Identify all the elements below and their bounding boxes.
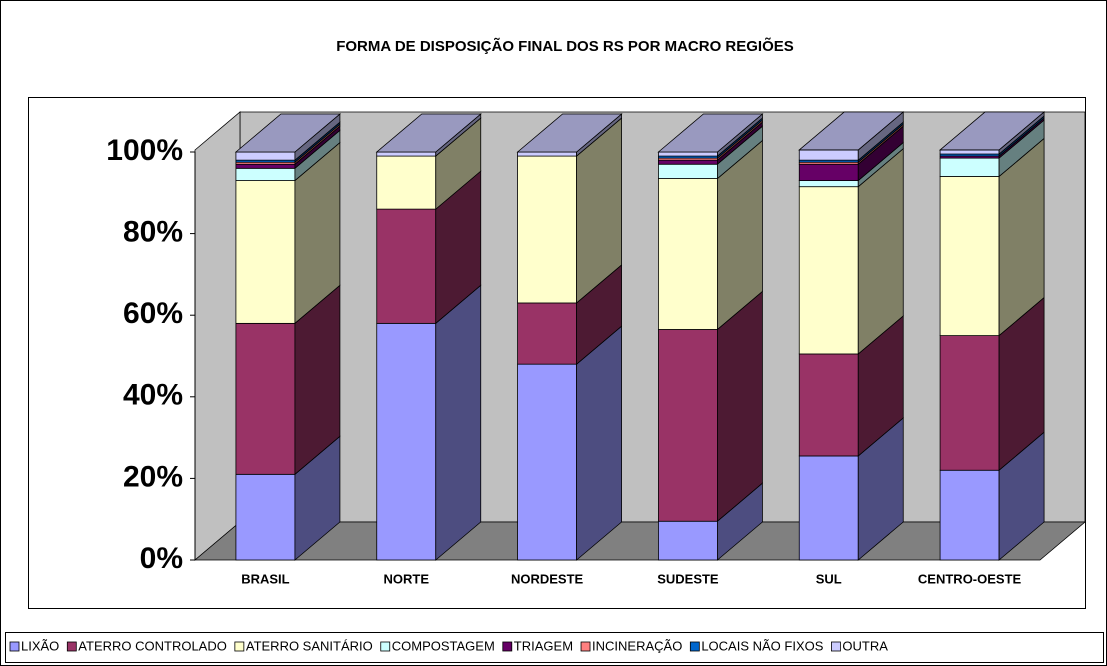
bar-segment xyxy=(798,163,859,181)
y-tick-label: 20% xyxy=(123,460,183,493)
bar-segment xyxy=(376,322,437,561)
bar-segment xyxy=(235,163,296,169)
bar-segment xyxy=(235,322,296,475)
y-tick-label: 80% xyxy=(123,216,183,249)
bar-top xyxy=(375,113,482,153)
x-tick-label: NORDESTE xyxy=(511,571,584,586)
bar-segment-side xyxy=(717,290,763,523)
bar-segment xyxy=(658,178,718,330)
legend-label: ATERRO SANITÁRIO xyxy=(246,638,373,653)
bar-segment xyxy=(517,151,577,157)
bar-top xyxy=(657,113,764,153)
bar-segment xyxy=(517,155,577,304)
bar-top xyxy=(234,113,342,153)
x-tick-label: BRASIL xyxy=(241,571,289,586)
legend-swatch xyxy=(831,641,841,652)
legend-swatch xyxy=(380,641,391,652)
bar-segment xyxy=(517,363,577,561)
legend-label: ATERRO CONTROLADO xyxy=(78,638,227,653)
y-tick-label: 0% xyxy=(140,542,183,575)
legend-swatch xyxy=(580,641,591,652)
bar-segment xyxy=(376,155,437,210)
bar-segment xyxy=(798,455,859,561)
bar-segment xyxy=(798,353,859,457)
bar-segment xyxy=(235,180,296,324)
bar-segment xyxy=(798,149,859,161)
side-wall xyxy=(194,111,241,561)
legend-swatch xyxy=(9,641,20,652)
bar-segment xyxy=(939,149,1000,155)
legend-label: TRIAGEM xyxy=(514,638,573,653)
x-tick-label: SUL xyxy=(816,571,842,586)
legend-label: LOCAIS NÃO FIXOS xyxy=(701,638,823,653)
y-tick-label: 60% xyxy=(123,297,183,330)
legend-label: LIXÃO xyxy=(21,638,59,653)
legend-swatch xyxy=(66,641,77,652)
bar-segment xyxy=(798,186,859,355)
bar-segment xyxy=(658,329,718,522)
bar-segment xyxy=(376,151,437,157)
bar-segment xyxy=(939,335,1000,471)
bar-segment-side xyxy=(576,325,622,561)
bar-segment xyxy=(658,159,718,165)
x-tick-label: SUDESTE xyxy=(657,571,719,586)
legend-label: OUTRA xyxy=(842,638,888,653)
bar-segment xyxy=(235,151,296,161)
legend-swatch xyxy=(502,641,513,652)
bar-segment xyxy=(517,302,577,365)
bar-segment xyxy=(658,163,718,179)
legend-swatch xyxy=(689,641,700,652)
bar-segment xyxy=(235,473,296,561)
x-tick-label: CENTRO-OESTE xyxy=(918,571,1022,586)
bar-segment xyxy=(939,157,1000,177)
legend-box xyxy=(5,632,1104,663)
bar-segment xyxy=(658,151,718,157)
bar-top xyxy=(798,111,905,151)
bar-segment xyxy=(376,208,437,324)
bar-segment-side xyxy=(435,284,482,561)
y-tick-label: 40% xyxy=(123,379,183,412)
bar-segment xyxy=(939,469,1000,561)
bar-top xyxy=(938,111,1046,151)
y-tick-label: 100% xyxy=(106,134,183,167)
legend-label: INCINERAÇÃO xyxy=(592,638,682,653)
bar-segment xyxy=(939,176,1000,336)
bar-top xyxy=(516,113,623,153)
chart-title: FORMA DE DISPOSIÇÃO FINAL DOS RS POR MAC… xyxy=(336,37,794,55)
legend-swatch xyxy=(234,641,245,652)
bar-segment xyxy=(235,167,296,181)
bar-segment xyxy=(798,180,859,188)
x-tick-label: NORTE xyxy=(384,571,430,586)
legend-label: COMPOSTAGEM xyxy=(392,638,495,653)
bar-segment xyxy=(658,520,718,561)
